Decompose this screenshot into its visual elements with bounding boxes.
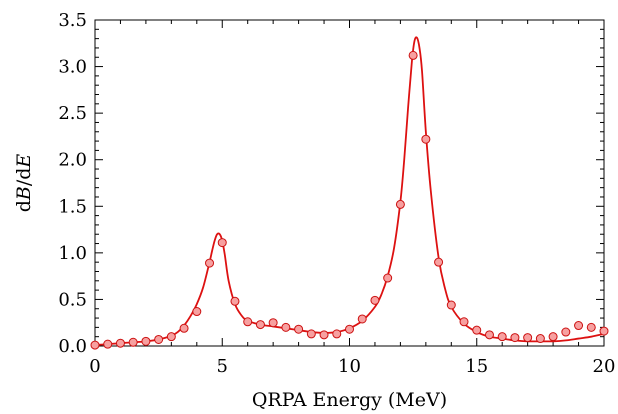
data-point (434, 257, 444, 267)
data-point (599, 326, 609, 336)
data-point (523, 333, 533, 343)
data-point (357, 314, 367, 324)
data-point (217, 238, 227, 248)
data-point (306, 329, 316, 339)
data-point (484, 330, 494, 340)
x-tick-label: 5 (217, 356, 228, 377)
data-point (281, 322, 291, 332)
series-points-group (90, 50, 609, 350)
data-point (255, 320, 265, 330)
data-point (115, 338, 125, 348)
data-point (459, 317, 469, 327)
data-point (421, 134, 431, 144)
data-point (141, 336, 151, 346)
data-point (586, 322, 596, 332)
data-point (154, 334, 164, 344)
y-axis-title-slash-d: /d (13, 168, 35, 187)
y-tick-label: 2.5 (58, 103, 87, 124)
data-point (574, 321, 584, 331)
data-point (395, 199, 405, 209)
y-tick-label: 1.5 (58, 196, 87, 217)
data-point (332, 329, 342, 339)
data-point (446, 300, 456, 310)
plot-frame (94, 19, 605, 347)
data-point (561, 327, 571, 337)
y-axis-title-e: E (13, 154, 35, 169)
data-point (294, 324, 304, 334)
y-tick-label: 3.5 (58, 10, 87, 31)
y-axis-title: dB/dE (13, 154, 35, 213)
y-tick-label: 0.5 (58, 289, 87, 310)
x-tick-label: 20 (593, 356, 616, 377)
data-point (230, 296, 240, 306)
data-point (370, 295, 380, 305)
x-tick-label: 10 (338, 356, 361, 377)
data-point (548, 332, 558, 342)
y-axis-title-b: B (13, 186, 35, 201)
axis-ticks (94, 19, 605, 347)
series-line-group (94, 36, 605, 346)
tick-labels: 0 5 10 15 20 0.0 0.5 1.0 1.5 2.0 2.5 3.0 3.5 (58, 10, 615, 377)
data-point (383, 273, 393, 283)
y-tick-label: 2.0 (58, 150, 87, 171)
y-axis-title-d: d (13, 200, 35, 212)
data-point (243, 317, 253, 327)
y-tick-label: 3.0 (58, 57, 87, 78)
x-tick-label: 0 (89, 356, 100, 377)
x-tick-label: 15 (465, 356, 488, 377)
data-point (497, 332, 507, 342)
data-point (408, 50, 418, 60)
data-point (345, 324, 354, 334)
data-point (179, 323, 189, 333)
x-axis-title: QRPA Energy (MeV) (252, 389, 447, 411)
data-point (510, 333, 520, 343)
y-tick-label: 1.0 (58, 243, 87, 264)
data-point (103, 339, 113, 349)
data-point (192, 307, 202, 317)
data-point (319, 330, 329, 340)
series-line (94, 36, 605, 346)
data-point (535, 334, 545, 344)
data-point (268, 318, 278, 328)
y-tick-label: 0.0 (58, 336, 87, 357)
data-point (166, 332, 176, 342)
data-point (128, 337, 138, 347)
data-point (472, 325, 482, 335)
data-point (205, 258, 215, 268)
data-point (90, 340, 100, 350)
